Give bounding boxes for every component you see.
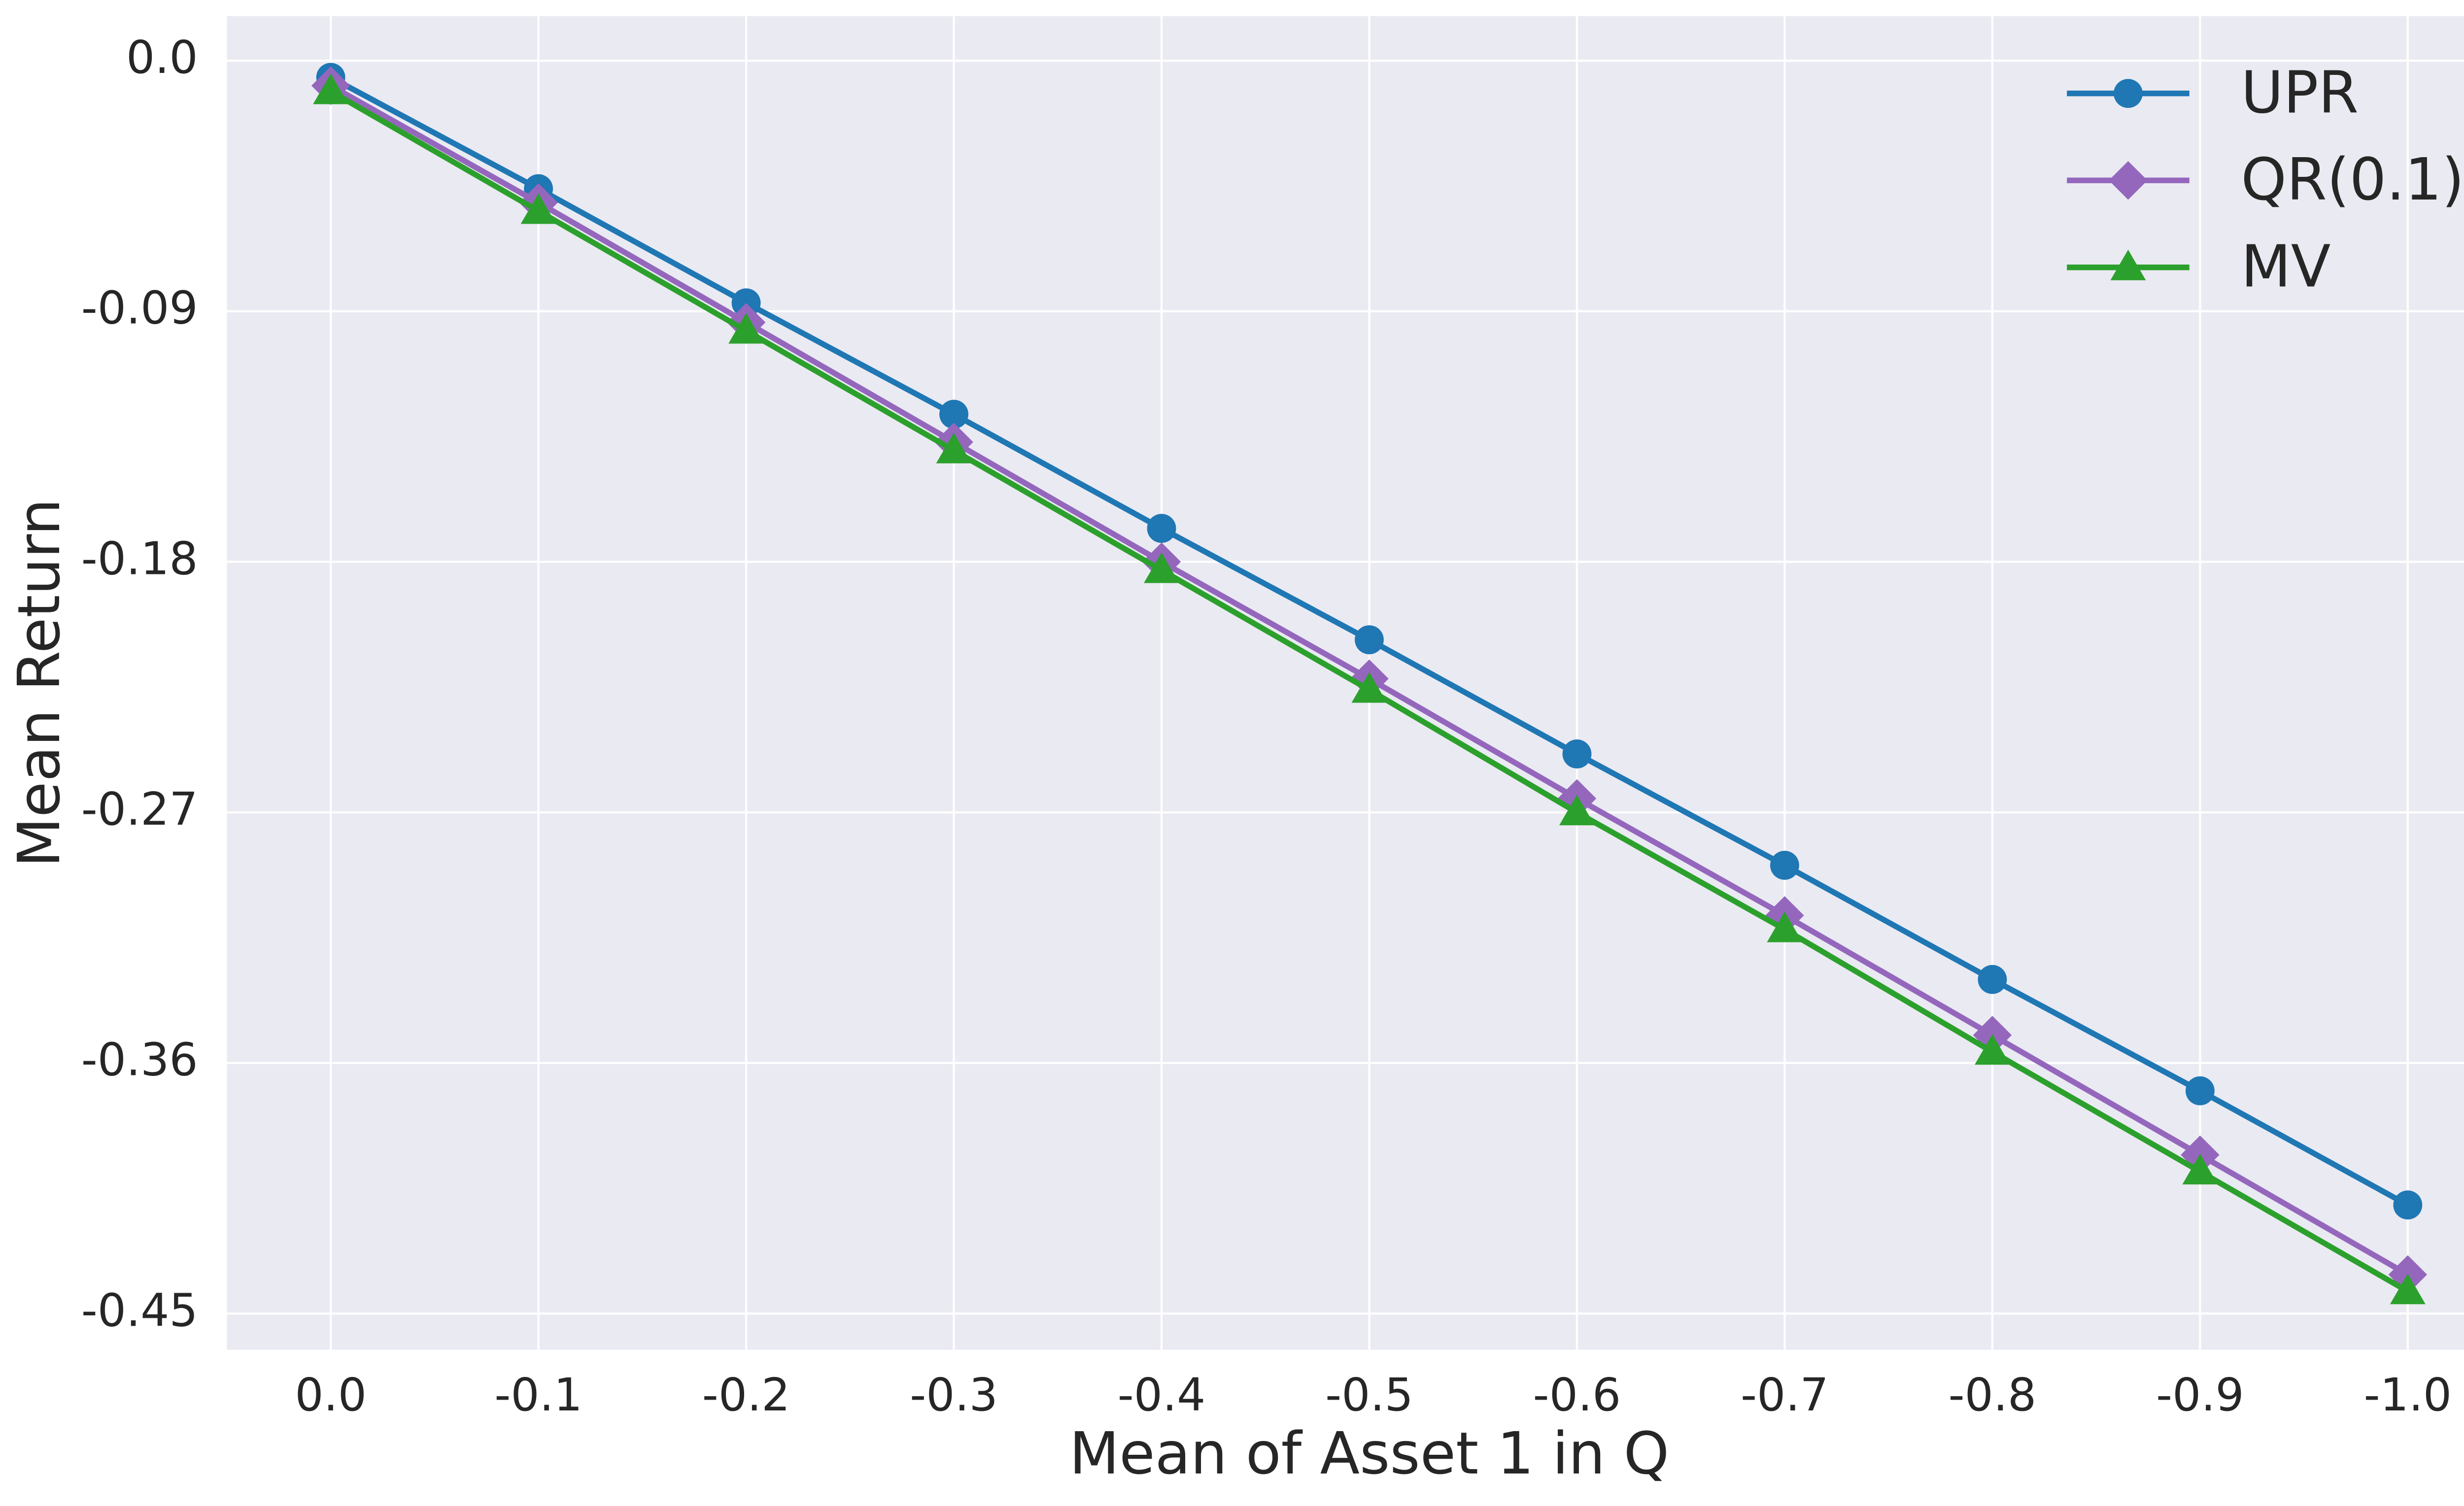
legend-label: QR(0.1) (2241, 146, 2464, 213)
marker (1562, 739, 1592, 769)
marker (728, 313, 764, 344)
x-tick-label: -0.2 (702, 1369, 790, 1421)
marker (1559, 795, 1595, 826)
x-tick-label: -0.7 (1741, 1369, 1829, 1421)
y-tick-label: -0.27 (81, 783, 198, 836)
y-tick-label: 0.0 (126, 31, 198, 84)
x-tick-label: 0.0 (295, 1369, 367, 1421)
marker (1978, 965, 2007, 994)
x-tick-label: -0.3 (910, 1369, 998, 1421)
x-tick-label: -1.0 (2364, 1369, 2452, 1421)
y-tick-label: -0.45 (81, 1284, 198, 1337)
x-tick-label: -0.1 (494, 1369, 582, 1421)
marker (2393, 1190, 2423, 1220)
y-tick-label: -0.09 (81, 282, 198, 335)
marker (2110, 249, 2146, 280)
marker (1767, 911, 1803, 942)
y-tick-label: -0.36 (81, 1034, 198, 1086)
legend-label: UPR (2241, 59, 2359, 126)
marker (2182, 1154, 2218, 1185)
marker (313, 73, 349, 104)
marker (1770, 851, 1799, 880)
y-tick-label: -0.18 (81, 532, 198, 585)
marker (2114, 79, 2143, 108)
x-tick-label: -0.4 (1118, 1369, 1206, 1421)
marker (2185, 1076, 2215, 1105)
legend-label: MV (2241, 233, 2330, 300)
marker (939, 400, 969, 429)
x-axis-label: Mean of Asset 1 in Q (1069, 1420, 1670, 1487)
marker (520, 193, 556, 224)
marker (1355, 625, 1384, 655)
x-tick-label: -0.5 (1325, 1369, 1413, 1421)
x-tick-label: -0.8 (1949, 1369, 2037, 1421)
marker (936, 433, 972, 464)
x-tick-label: -0.6 (1533, 1369, 1621, 1421)
marker (2390, 1273, 2426, 1305)
marker (1147, 514, 1176, 543)
marker (1351, 672, 1387, 703)
marker (1144, 552, 1180, 583)
x-tick-label: -0.9 (2156, 1369, 2244, 1421)
marker (1974, 1034, 2010, 1065)
marker (731, 288, 761, 318)
y-axis-label: Mean Return (5, 499, 73, 868)
